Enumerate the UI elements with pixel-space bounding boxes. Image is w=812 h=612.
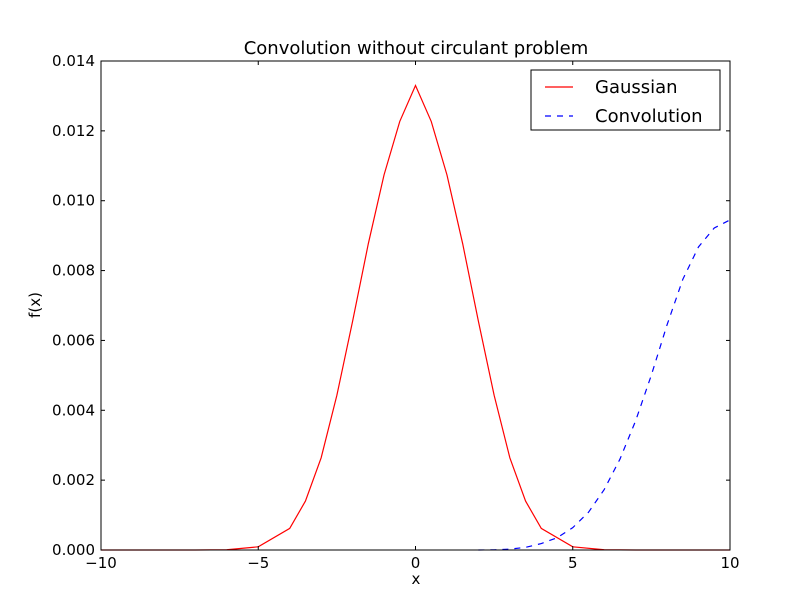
y-tick-label: 0.002: [52, 471, 95, 489]
y-tick-label: 0.012: [52, 122, 95, 140]
series-line-gaussian: [101, 83, 730, 551]
x-tick-label: 5: [568, 554, 578, 572]
legend-box: [530, 69, 721, 131]
series-layer: [101, 83, 731, 551]
legend: Gaussian Convolution: [530, 69, 721, 131]
y-tick-label: 0.008: [52, 262, 95, 280]
x-tick-label: 0: [411, 554, 421, 572]
plot-background: [101, 61, 730, 550]
ticks-layer: −10 −5 0 5 10 0.000 0.002 0.004 0.006 0.008 0.010 0…: [52, 52, 740, 572]
y-axis-label: f(x): [26, 292, 44, 318]
y-tick-label: 0.000: [52, 541, 95, 559]
legend-label-gaussian: Gaussian: [595, 77, 678, 98]
legend-label-convolution: Convolution: [595, 106, 703, 127]
x-tick-label: 10: [720, 554, 739, 572]
y-tick-label: 0.010: [52, 192, 95, 210]
y-tick-label: 0.004: [52, 401, 95, 419]
plot-area: −10 −5 0 5 10 0.000 0.002 0.004 0.006 0.008 0.010 0…: [52, 52, 740, 572]
x-tick-label: −10: [85, 554, 117, 572]
chart-title: Convolution without circulant problem: [244, 38, 589, 59]
x-tick-label: −5: [247, 554, 269, 572]
y-tick-label: 0.014: [52, 52, 95, 70]
x-axis-label: x: [412, 570, 421, 588]
series-line-convolution: [478, 219, 731, 551]
y-tick-label: 0.006: [52, 331, 95, 349]
